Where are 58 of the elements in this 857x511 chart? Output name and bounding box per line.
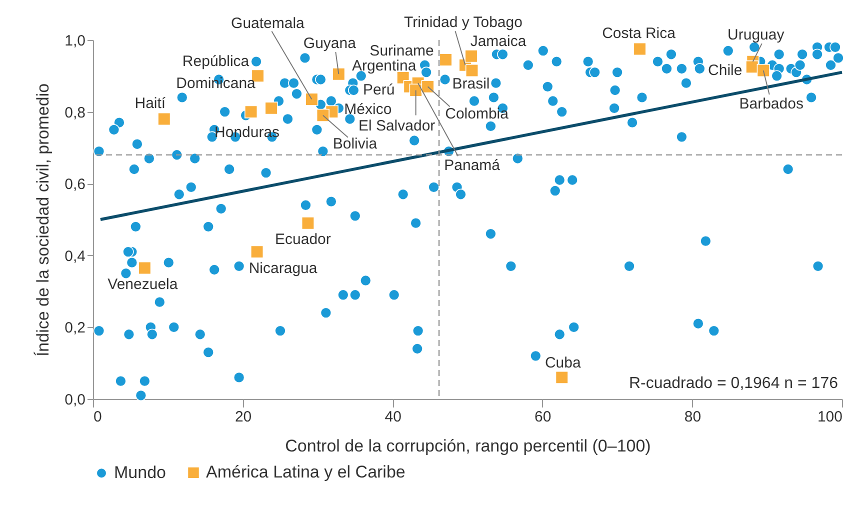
point	[264, 102, 278, 115]
annotation: Costa Rica	[602, 24, 676, 42]
annotation: Nicaragua	[248, 260, 318, 277]
annotation: República Dominicana	[176, 52, 256, 92]
annotation: R-cuadrado = 0,1964 n = 176	[628, 375, 838, 392]
annotation: México	[344, 100, 392, 118]
annotation: Argentina	[352, 58, 417, 75]
annotation: El Salvador	[358, 117, 436, 134]
point	[332, 68, 346, 81]
y-tick-label: 0,4	[64, 248, 86, 265]
annotation: Trinidad y Tobago	[404, 14, 522, 32]
point	[305, 92, 318, 106]
point	[409, 84, 422, 97]
point	[633, 42, 646, 56]
point	[138, 261, 152, 274]
point	[301, 216, 314, 230]
y-tick-label: 0,6	[64, 176, 86, 194]
x-axis-title: Control de la corrupción, rango percentil (0–100)	[285, 436, 651, 456]
point	[250, 245, 264, 258]
annotation: Jamaica	[470, 33, 527, 50]
point	[746, 60, 759, 74]
x-tick-label: 80	[684, 408, 702, 426]
point	[464, 50, 478, 63]
legend-label: Mundo	[114, 463, 166, 482]
y-tick-label: 1,0	[64, 32, 86, 50]
point	[439, 53, 452, 66]
annotation: Panamá	[444, 157, 501, 174]
point	[316, 108, 330, 122]
annotation: Haití	[134, 94, 166, 112]
point	[465, 64, 479, 78]
annotation: Guatemala	[231, 15, 306, 32]
annotation: Barbados	[739, 96, 804, 113]
point	[421, 80, 434, 94]
annotation: Ecuador	[275, 231, 331, 248]
y-tick-label: 0,2	[64, 320, 86, 337]
x-tick-label: 60	[534, 408, 552, 426]
annotation: Uruguay	[728, 26, 785, 44]
point	[244, 105, 258, 118]
annotation: Suriname	[370, 42, 434, 60]
y-tick-label: 0,0	[64, 392, 86, 408]
y-tick-label: 0,8	[64, 104, 86, 122]
point	[158, 112, 171, 126]
x-tick-label: 20	[234, 408, 252, 426]
y-axis-title: Índice de la sociedad civil, promedio	[34, 83, 53, 357]
point	[756, 64, 770, 78]
annotation: Cuba	[544, 354, 582, 372]
annotation: Venezuela	[108, 276, 178, 293]
annotation: Perú	[362, 82, 395, 99]
x-tick-label: 100	[817, 408, 842, 426]
annotation: Chile	[708, 62, 742, 79]
annotation: Colombia	[445, 106, 510, 123]
point	[555, 370, 568, 384]
annotation: Bolivia	[332, 135, 378, 152]
x-tick-label: 40	[384, 408, 402, 426]
annotation: Brasil	[452, 76, 490, 93]
legend-label: América Latina y el Caribe	[206, 462, 406, 482]
annotation: Guyana	[303, 35, 357, 52]
x-tick-label: 0	[94, 408, 102, 426]
